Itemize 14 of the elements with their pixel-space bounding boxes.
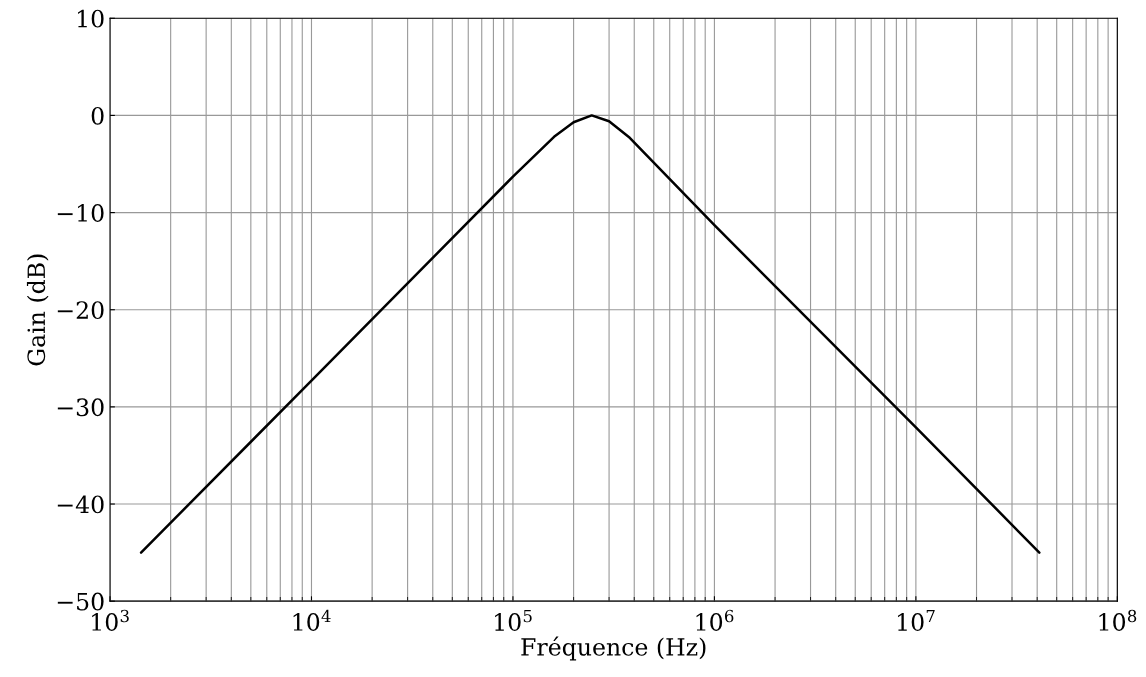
x-axis-title: Fréquence (Hz) — [521, 636, 706, 661]
y-tick-label: 0 — [91, 106, 104, 125]
x-tick-label: 10$^{8}$ — [1099, 609, 1137, 631]
y-tick-label: −50 — [57, 592, 104, 611]
y-tick-label: 10 — [77, 9, 104, 28]
y-tick-label: −10 — [57, 204, 104, 222]
x-tick-label: 10$^{4}$ — [293, 609, 331, 631]
x-tick-label: 10$^{5}$ — [495, 610, 532, 631]
y-tick-label: −30 — [57, 398, 104, 417]
x-tick-label: 10$^{6}$ — [696, 609, 734, 631]
y-tick-label: −40 — [57, 495, 104, 514]
y-axis-title: Gain (dB) — [26, 254, 49, 366]
x-tick-label: 10$^{7}$ — [897, 610, 935, 631]
y-tick-label: −20 — [57, 301, 104, 320]
